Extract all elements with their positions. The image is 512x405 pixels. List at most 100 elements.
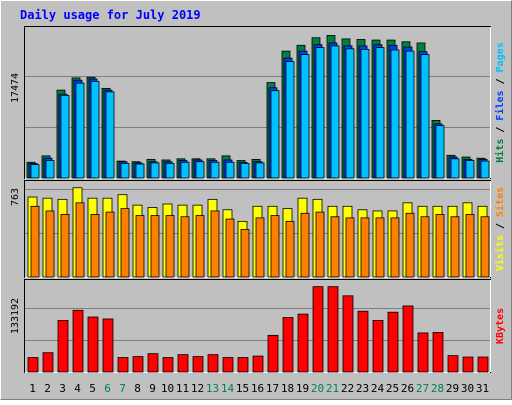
bar-pages-day-11 xyxy=(180,161,190,179)
bar-pages-day-31 xyxy=(480,160,490,179)
bar-kbytes-day-14 xyxy=(222,357,234,373)
x-tick-label-day-20: 20 xyxy=(311,382,324,395)
bar-sites-day-25 xyxy=(390,217,400,278)
panel-kbytes: 133192 KBytes xyxy=(10,279,506,373)
legend-kbytes: KBytes xyxy=(495,308,506,344)
bar-sites-day-5 xyxy=(90,214,100,278)
bar-sites-day-16 xyxy=(255,217,265,278)
bar-pages-day-26 xyxy=(405,50,415,179)
bar-kbytes-day-4 xyxy=(72,309,84,373)
bar-sites-day-9 xyxy=(150,215,160,278)
bar-pages-day-29 xyxy=(450,158,460,179)
bar-sites-day-8 xyxy=(135,215,145,278)
bar-pages-day-20 xyxy=(315,47,325,179)
bar-sites-day-7 xyxy=(120,208,130,278)
x-tick-label-day-19: 19 xyxy=(296,382,309,395)
bar-pages-day-16 xyxy=(255,162,265,179)
bar-sites-day-23 xyxy=(360,217,370,278)
bar-sites-day-31 xyxy=(480,216,490,278)
bar-kbytes-day-7 xyxy=(117,357,129,373)
bar-pages-day-5 xyxy=(90,80,100,179)
bar-pages-day-6 xyxy=(105,91,115,179)
bar-pages-day-25 xyxy=(390,49,400,179)
x-tick-label-day-9: 9 xyxy=(149,382,156,395)
bar-pages-day-30 xyxy=(465,160,475,179)
x-tick-label-day-24: 24 xyxy=(371,382,385,395)
bar-sites-day-29 xyxy=(450,216,460,278)
bar-kbytes-day-31 xyxy=(477,356,489,373)
x-tick-label-day-4: 4 xyxy=(74,382,81,395)
bar-sites-day-10 xyxy=(165,215,175,278)
bar-sites-day-12 xyxy=(195,215,205,278)
bar-sites-day-21 xyxy=(330,216,340,278)
legend-visits-sites: Visits / Sites xyxy=(494,187,506,271)
bar-kbytes-day-15 xyxy=(237,357,249,373)
legend-kbytes: KBytes xyxy=(495,308,506,344)
x-tick-label-day-3: 3 xyxy=(59,382,66,395)
bar-sites-day-4 xyxy=(75,202,85,278)
bar-kbytes-day-12 xyxy=(192,356,204,373)
bar-sites-day-1 xyxy=(30,205,40,278)
bar-pages-day-18 xyxy=(285,61,295,179)
bar-sites-day-22 xyxy=(345,217,355,278)
y-max-label-hits: 17474 xyxy=(10,73,21,103)
bar-sites-day-17 xyxy=(270,215,280,278)
bar-sites-day-24 xyxy=(375,217,385,278)
bar-pages-day-27 xyxy=(420,54,430,179)
bar-pages-day-7 xyxy=(120,163,130,179)
x-tick-label-day-11: 11 xyxy=(176,382,189,395)
bar-sites-day-6 xyxy=(105,211,115,278)
x-tick-label-day-5: 5 xyxy=(89,382,96,395)
x-tick-label-day-21: 21 xyxy=(326,382,339,395)
bar-kbytes-day-9 xyxy=(147,353,159,373)
bar-sites-day-18 xyxy=(285,220,295,278)
bar-pages-day-13 xyxy=(210,161,220,179)
panel-visits-sites: 763 Visits / Sites xyxy=(10,180,506,278)
bar-sites-day-27 xyxy=(420,216,430,278)
bar-sites-day-2 xyxy=(45,210,55,278)
bar-pages-day-19 xyxy=(300,54,310,179)
bar-kbytes-day-5 xyxy=(87,316,99,373)
bar-kbytes-day-13 xyxy=(207,354,219,373)
x-tick-label-day-22: 22 xyxy=(341,382,354,395)
bar-kbytes-day-18 xyxy=(282,317,294,373)
bar-kbytes-day-22 xyxy=(342,295,354,373)
bar-sites-day-11 xyxy=(180,216,190,278)
bar-sites-day-13 xyxy=(210,210,220,278)
x-tick-label-day-1: 1 xyxy=(29,382,36,395)
x-tick-label-day-30: 30 xyxy=(461,382,474,395)
bar-kbytes-day-3 xyxy=(57,319,69,373)
legend-hits-files-pages: Hits / Files / Pages xyxy=(494,42,506,162)
x-tick-label-day-14: 14 xyxy=(221,382,235,395)
bar-pages-day-28 xyxy=(435,125,445,179)
bar-kbytes-day-30 xyxy=(462,356,474,373)
y-max-label-kbytes: 133192 xyxy=(10,298,21,334)
bar-sites-day-28 xyxy=(435,214,445,278)
chart-title: Daily usage for July 2019 xyxy=(20,8,201,22)
x-tick-label-day-18: 18 xyxy=(281,382,294,395)
legend-hits: Hits xyxy=(494,139,506,163)
bar-pages-day-8 xyxy=(135,163,145,179)
x-tick-label-day-17: 17 xyxy=(266,382,279,395)
x-tick-label-day-13: 13 xyxy=(206,382,219,395)
x-tick-label-day-12: 12 xyxy=(191,382,204,395)
bar-kbytes-day-8 xyxy=(132,356,144,373)
bar-pages-day-23 xyxy=(360,48,370,179)
bar-kbytes-day-11 xyxy=(177,354,189,373)
y-max-label-visits: 763 xyxy=(10,188,21,206)
legend-files: Files xyxy=(494,90,506,120)
bar-pages-day-1 xyxy=(30,164,40,179)
bar-pages-day-10 xyxy=(165,163,175,179)
x-tick-label-day-25: 25 xyxy=(386,382,399,395)
bar-kbytes-day-17 xyxy=(267,334,279,373)
bar-kbytes-day-27 xyxy=(417,332,429,373)
bar-sites-day-15 xyxy=(240,229,250,278)
x-tick-label-day-27: 27 xyxy=(416,382,429,395)
bar-pages-day-17 xyxy=(270,90,280,179)
bar-sites-day-20 xyxy=(315,211,325,278)
bar-pages-day-21 xyxy=(330,45,340,179)
bar-sites-day-14 xyxy=(225,218,235,278)
x-tick-label-day-6: 6 xyxy=(104,382,111,395)
legend-pages: Pages xyxy=(495,42,506,72)
x-tick-label-day-29: 29 xyxy=(446,382,459,395)
